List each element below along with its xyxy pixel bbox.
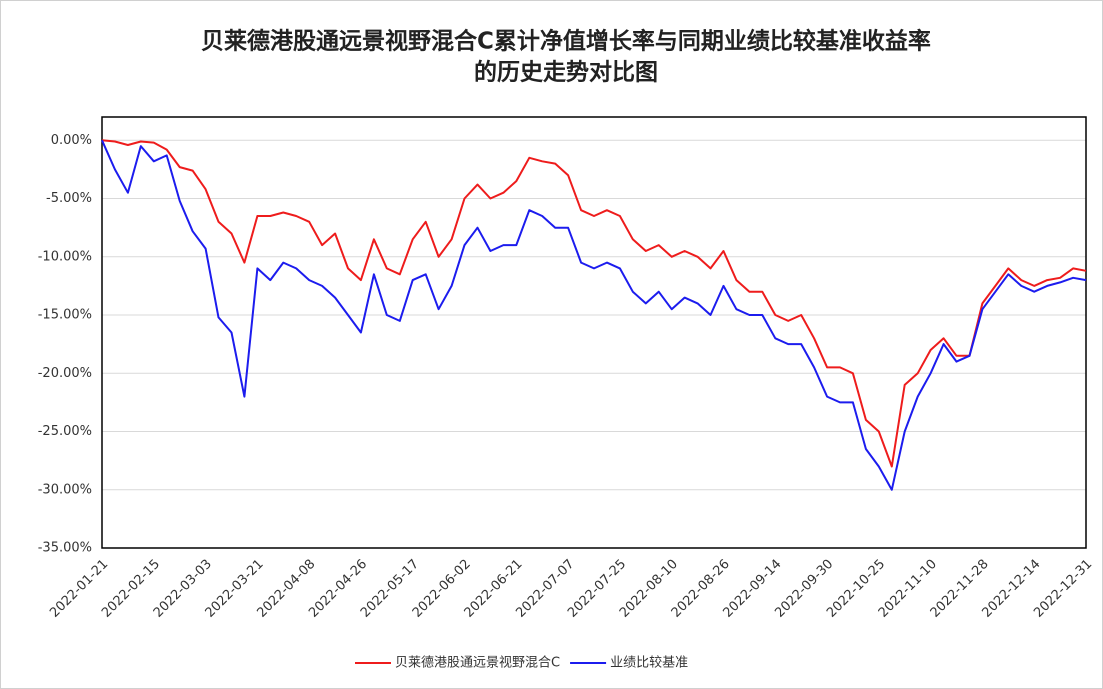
y-tick-label: -5.00% (46, 191, 92, 206)
y-tick-label: -35.00% (38, 541, 92, 556)
legend-label: 业绩比较基准 (610, 656, 688, 671)
series-line (101, 139, 1087, 468)
y-tick-label: 0.00% (51, 133, 92, 148)
chart-subtitle: 的历史走势对比图 (474, 59, 658, 86)
y-tick-label: -20.00% (38, 366, 92, 381)
plot-frame (101, 116, 1087, 549)
series-line (101, 139, 1087, 491)
y-tick-label: -10.00% (38, 249, 92, 264)
y-tick-label: -25.00% (38, 424, 92, 439)
chart-title: 贝莱德港股通远景视野混合C累计净值增长率与同期业绩比较基准收益率 (201, 28, 931, 55)
y-tick-label: -30.00% (38, 482, 92, 497)
y-tick-label: -15.00% (38, 308, 92, 323)
legend-label: 贝莱德港股通远景视野混合C (395, 656, 560, 671)
